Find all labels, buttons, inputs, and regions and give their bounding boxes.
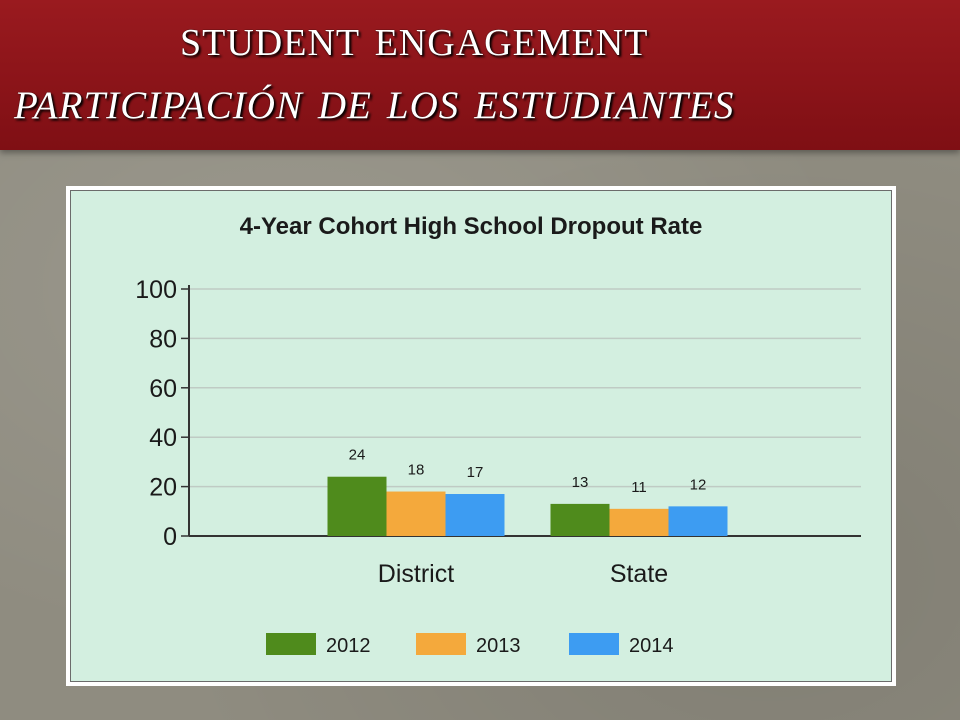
- legend-label-2014: 2014: [629, 635, 674, 657]
- legend-swatch-2012: [266, 633, 316, 655]
- axes: 0 20 40 60 80 100 District State: [135, 276, 861, 588]
- data-label: 24: [349, 447, 366, 464]
- bar-2013-district: [386, 491, 446, 536]
- bar-2014-district: [445, 494, 505, 536]
- y-tick-label: 100: [135, 276, 177, 304]
- legend-swatch-2013: [416, 633, 466, 655]
- title-band: Student Engagement Participación de los …: [0, 0, 960, 150]
- data-label: 11: [631, 479, 647, 496]
- bar-2014-state: [668, 506, 728, 536]
- gridlines: [189, 288, 861, 488]
- slide-title-spanish: Participación de los Estudiantes: [14, 69, 735, 131]
- data-label: 12: [690, 476, 707, 493]
- legend-swatch-2014: [569, 633, 619, 655]
- x-tick-label-district: District: [378, 560, 454, 588]
- data-label: 18: [408, 462, 425, 479]
- chart-panel: 4-Year Cohort High School Dropout Rate 0…: [70, 190, 892, 682]
- bars: [327, 476, 728, 536]
- y-tick-label: 60: [149, 375, 177, 403]
- y-tick-label: 0: [163, 523, 177, 551]
- x-tick-label-state: State: [610, 560, 668, 588]
- y-tick-label: 80: [149, 325, 177, 353]
- chart-frame: 4-Year Cohort High School Dropout Rate 0…: [66, 186, 896, 686]
- dropout-rate-chart: 4-Year Cohort High School Dropout Rate 0…: [135, 213, 861, 657]
- chart-title: 4-Year Cohort High School Dropout Rate: [240, 213, 703, 240]
- bar-2012-district: [327, 476, 387, 536]
- legend-label-2012: 2012: [326, 635, 371, 657]
- y-tick-label: 40: [149, 424, 177, 452]
- y-tick-label: 20: [149, 474, 177, 502]
- legend: 2012 2013 2014: [266, 633, 674, 657]
- data-label: 17: [467, 464, 484, 481]
- legend-label-2013: 2013: [476, 635, 521, 657]
- slide-title-english: Student Engagement: [180, 7, 649, 67]
- bar-2013-state: [609, 508, 669, 536]
- bar-2012-state: [550, 503, 610, 536]
- data-labels: 24 18 17 13 11 12: [349, 447, 707, 496]
- data-label: 13: [572, 474, 589, 491]
